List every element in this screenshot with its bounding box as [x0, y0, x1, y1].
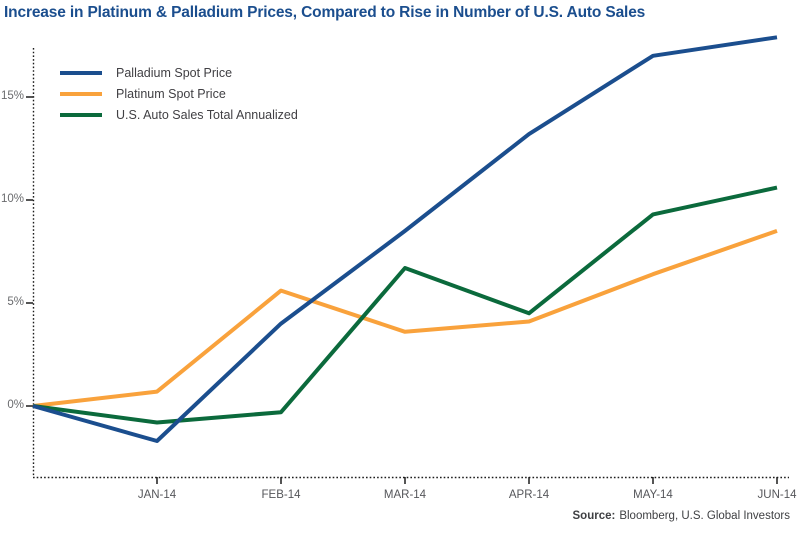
x-tick-label: JUN-14: [757, 489, 797, 501]
x-tick-label: MAY-14: [633, 489, 673, 501]
source-text: Bloomberg, U.S. Global Investors: [619, 510, 790, 522]
y-tick-label: 5%: [7, 296, 24, 308]
series-line-u-s-auto-sales-total-annualized: [32, 185, 778, 425]
platinum-line-swatch: [60, 91, 102, 96]
series-line-platinum-spot-price: [32, 229, 778, 408]
source-label: Source:: [572, 510, 616, 522]
legend: Palladium Spot Price Platinum Spot Price…: [60, 62, 298, 125]
legend-item-palladium: Palladium Spot Price: [60, 62, 298, 83]
series-line-palladium-spot-price: [32, 35, 778, 443]
x-tick-label: MAR-14: [383, 489, 427, 501]
x-tick-label: JAN-14: [137, 489, 177, 501]
x-tick-label: APR-14: [508, 489, 550, 501]
y-tick-label: 0%: [7, 399, 24, 411]
legend-item-platinum: Platinum Spot Price: [60, 83, 298, 104]
auto-sales-line-swatch: [60, 112, 102, 117]
x-tick-label: FEB-14: [261, 489, 301, 501]
y-tick-label: 15%: [0, 90, 24, 102]
palladium-line-swatch: [60, 70, 102, 75]
legend-label: U.S. Auto Sales Total Annualized: [116, 107, 298, 122]
chart-title: Increase in Platinum & Palladium Prices,…: [4, 4, 646, 21]
legend-label: Platinum Spot Price: [116, 86, 226, 101]
y-tick-label: 10%: [0, 193, 24, 205]
source-note: Source: Bloomberg, U.S. Global Investors: [573, 510, 791, 522]
legend-label: Palladium Spot Price: [116, 65, 233, 80]
legend-item-auto-sales: U.S. Auto Sales Total Annualized: [60, 104, 298, 125]
